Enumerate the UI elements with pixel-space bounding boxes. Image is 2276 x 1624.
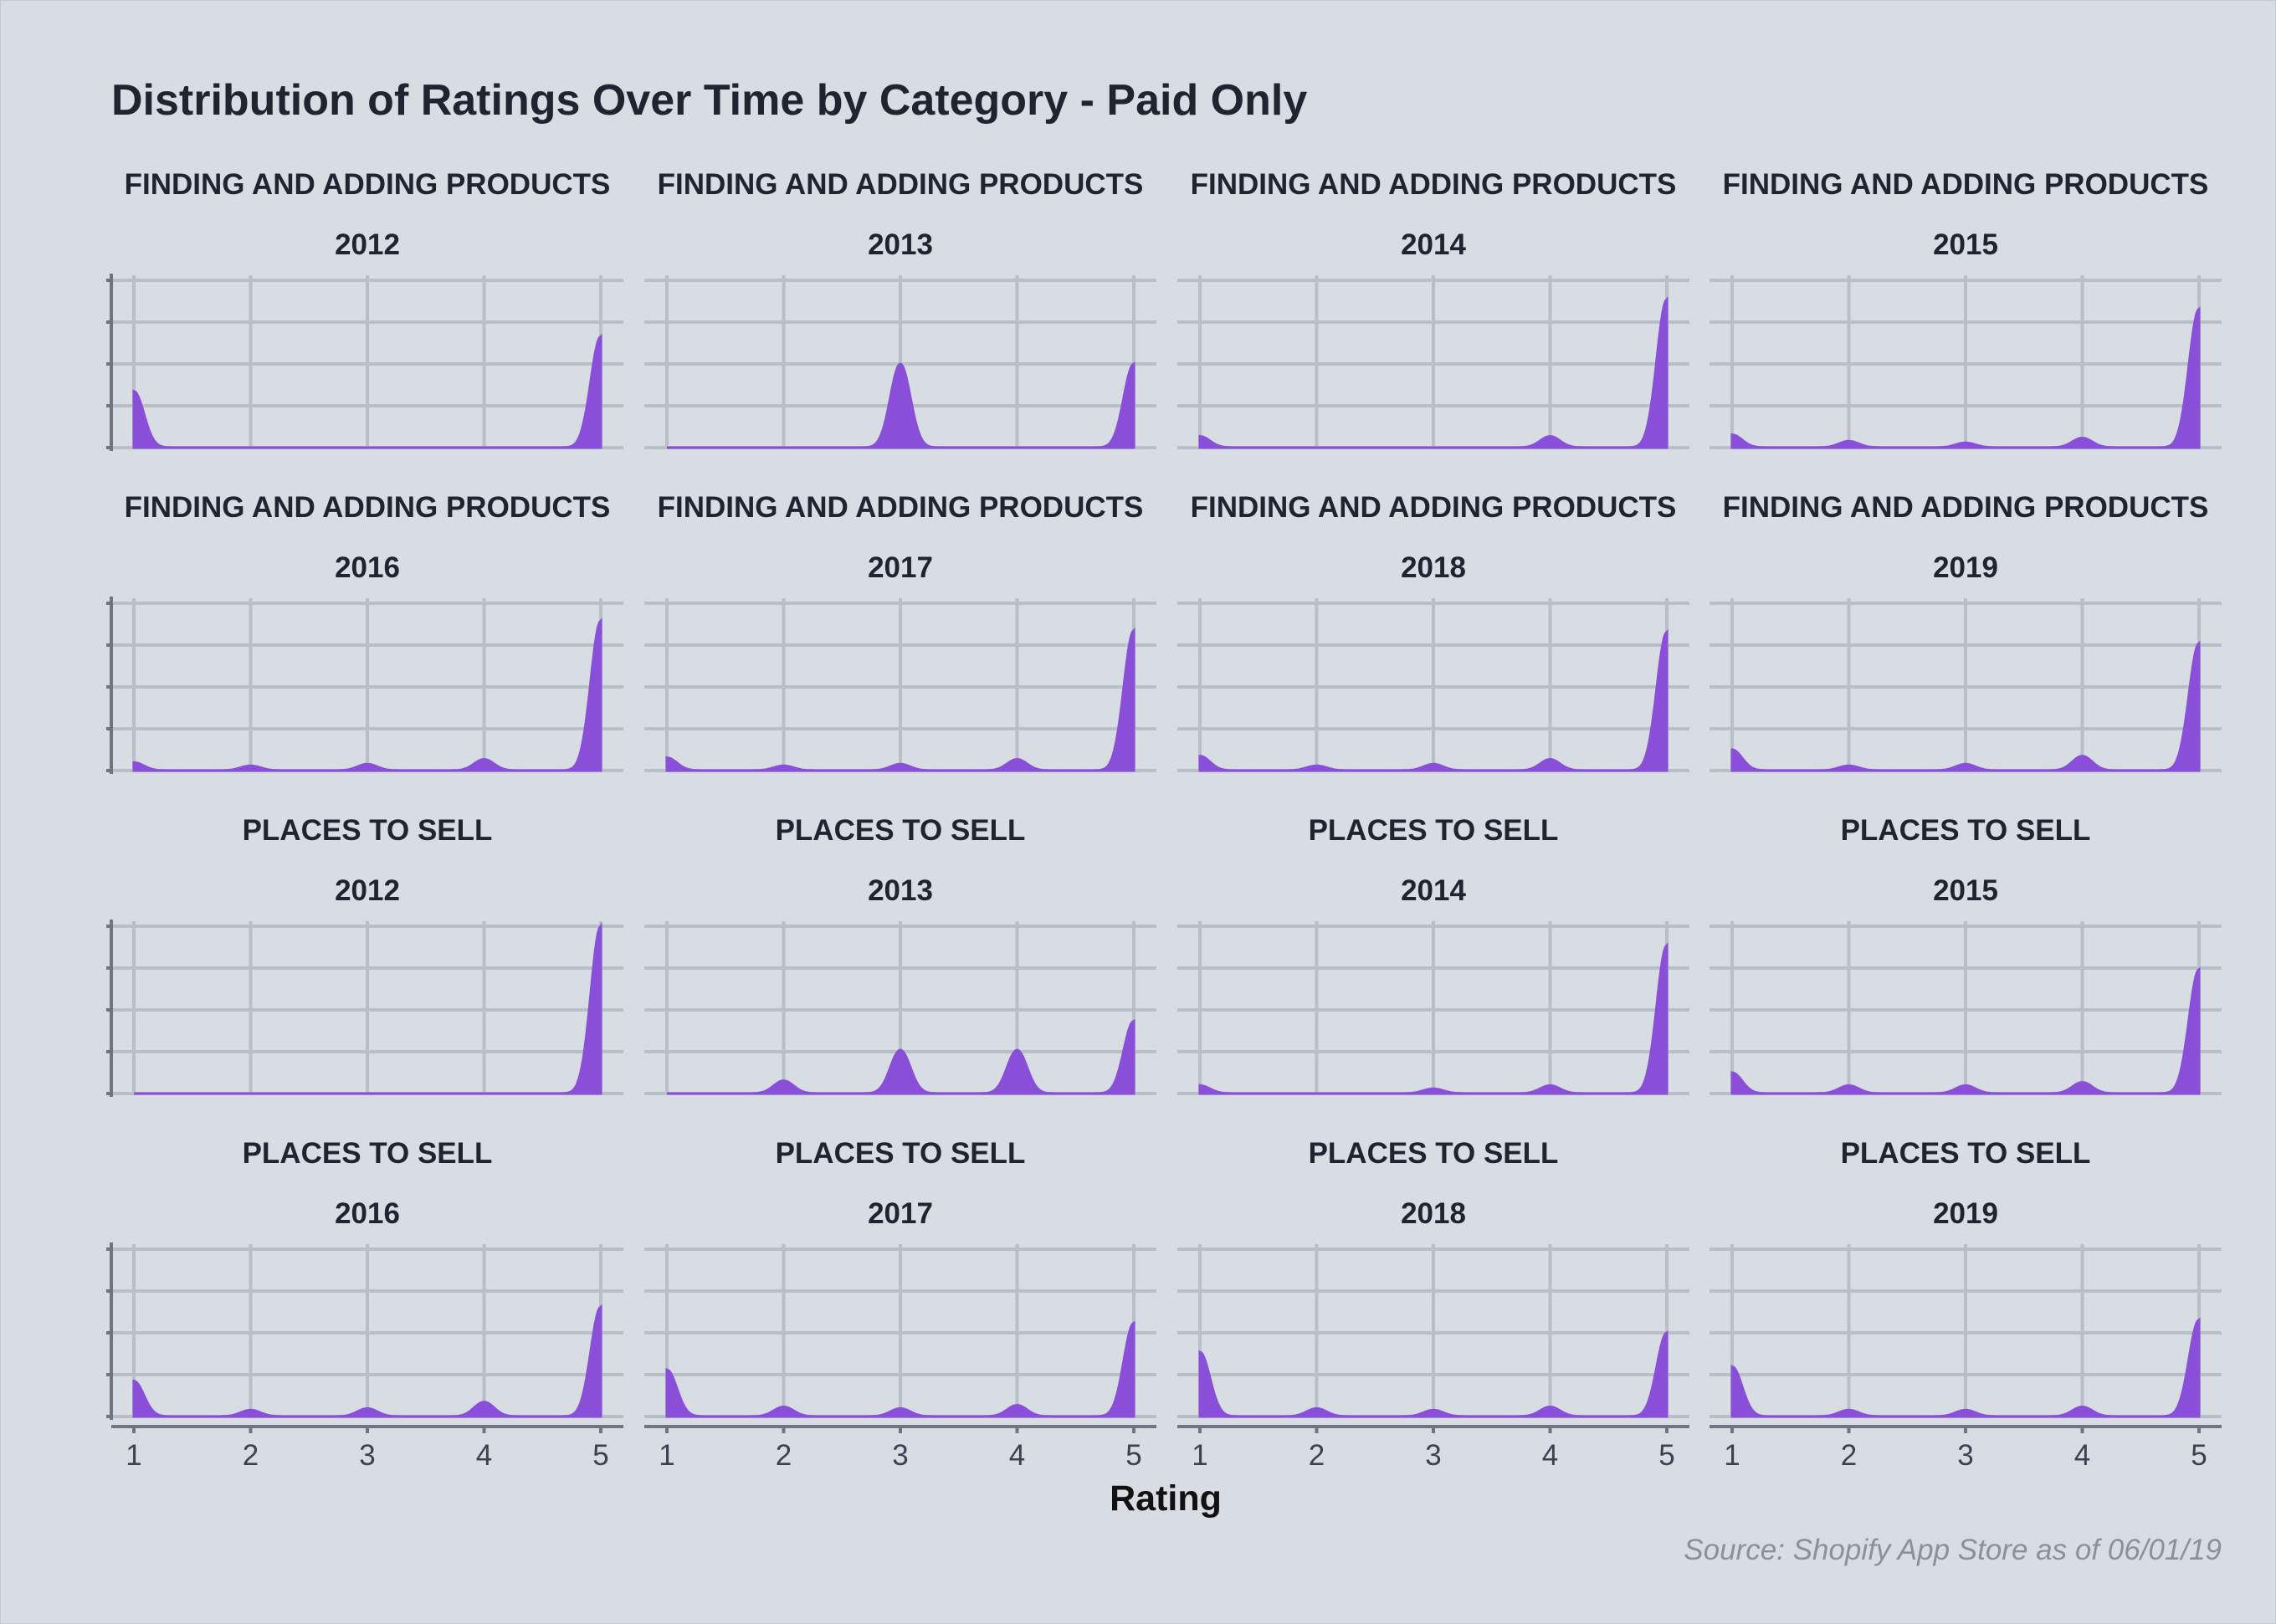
x-axis-label: Rating <box>1110 1478 1222 1519</box>
facet-category-label: PLACES TO SELL <box>776 1137 1026 1170</box>
facet-category-label: FINDING AND ADDING PRODUCTS <box>658 168 1144 201</box>
facet-category-label: PLACES TO SELL <box>1309 814 1559 847</box>
x-tick-label: 1 <box>1724 1439 1740 1472</box>
facet-panel: PLACES TO SELL 2018 1 2 3 4 5 <box>1177 1137 1689 1472</box>
facet-panel: FINDING AND ADDING PRODUCTS 2019 <box>1710 491 2222 772</box>
facet-category-label: PLACES TO SELL <box>1841 1137 2091 1170</box>
x-tick-label: 2 <box>243 1439 259 1472</box>
x-tick-label: 2 <box>1841 1439 1857 1472</box>
facet-panel: FINDING AND ADDING PRODUCTS 2015 <box>1710 168 2222 449</box>
facet-category-label: FINDING AND ADDING PRODUCTS <box>1191 168 1677 201</box>
facet-category-label: PLACES TO SELL <box>776 814 1026 847</box>
facet-year-label: 2013 <box>868 228 933 261</box>
density-area <box>1198 296 1669 449</box>
density-area <box>1198 628 1669 772</box>
facet-category-label: PLACES TO SELL <box>1841 814 2091 847</box>
density-area <box>1730 305 2201 449</box>
x-tick-label: 3 <box>1425 1439 1441 1472</box>
facet-year-label: 2015 <box>1933 228 1998 261</box>
facet-panel: PLACES TO SELL 2017 1 2 3 4 5 <box>644 1137 1156 1472</box>
density-area <box>667 1019 1135 1095</box>
x-tick-label: 4 <box>1542 1439 1558 1472</box>
density-area <box>1730 966 2201 1095</box>
x-tick-label: 2 <box>1309 1439 1325 1472</box>
facet-panel: PLACES TO SELL 2012 <box>106 814 623 1097</box>
density-area <box>665 1320 1135 1418</box>
facet-category-label: FINDING AND ADDING PRODUCTS <box>125 168 611 201</box>
x-tick-label: 5 <box>2191 1439 2207 1472</box>
facet-year-label: 2016 <box>335 1197 400 1230</box>
x-tick-label: 4 <box>2074 1439 2090 1472</box>
facet-category-label: PLACES TO SELL <box>243 814 493 847</box>
facet-year-label: 2017 <box>868 551 933 584</box>
facet-year-label: 2012 <box>335 228 400 261</box>
facet-year-label: 2015 <box>1933 874 1998 907</box>
facet-panel: PLACES TO SELL 2019 1 2 3 4 5 <box>1710 1137 2222 1472</box>
facet-category-label: PLACES TO SELL <box>1309 1137 1559 1170</box>
facet-category-label: FINDING AND ADDING PRODUCTS <box>125 491 611 524</box>
facet-year-label: 2014 <box>1401 874 1466 907</box>
facet-panel: FINDING AND ADDING PRODUCTS 2016 <box>106 491 623 774</box>
facet-panel: FINDING AND ADDING PRODUCTS 2013 <box>644 168 1156 449</box>
facet-panel: PLACES TO SELL 2014 <box>1177 814 1689 1095</box>
facet-panel: FINDING AND ADDING PRODUCTS 2017 <box>644 491 1156 772</box>
x-tick-label: 5 <box>1658 1439 1674 1472</box>
facet-category-label: FINDING AND ADDING PRODUCTS <box>1191 491 1677 524</box>
density-area <box>665 627 1135 772</box>
x-tick-label: 1 <box>659 1439 674 1472</box>
density-area <box>1198 1330 1669 1418</box>
density-area <box>132 334 602 449</box>
density-area <box>1730 1317 2201 1418</box>
x-tick-label: 1 <box>126 1439 141 1472</box>
facet-year-label: 2014 <box>1401 228 1466 261</box>
facet-year-label: 2016 <box>335 551 400 584</box>
facet-year-label: 2018 <box>1401 1197 1466 1230</box>
facet-panel: FINDING AND ADDING PRODUCTS 2014 <box>1177 168 1689 449</box>
x-tick-label: 3 <box>359 1439 375 1472</box>
density-area <box>667 361 1135 449</box>
x-tick-label: 1 <box>1192 1439 1207 1472</box>
facet-year-label: 2019 <box>1933 551 1998 584</box>
source-caption: Source: Shopify App Store as of 06/01/19 <box>1684 1534 2222 1566</box>
x-tick-label: 3 <box>1957 1439 1973 1472</box>
facet-year-label: 2018 <box>1401 551 1466 584</box>
facet-panel: FINDING AND ADDING PRODUCTS 2012 <box>106 168 623 451</box>
facet-year-label: 2012 <box>335 874 400 907</box>
x-tick-label: 3 <box>892 1439 908 1472</box>
density-area <box>132 1304 602 1418</box>
x-tick-label: 4 <box>1009 1439 1025 1472</box>
facet-category-label: FINDING AND ADDING PRODUCTS <box>1723 491 2209 524</box>
facet-year-label: 2017 <box>868 1197 933 1230</box>
density-area <box>134 922 602 1095</box>
facet-category-label: FINDING AND ADDING PRODUCTS <box>658 491 1144 524</box>
density-area <box>1198 942 1669 1095</box>
facet-category-label: PLACES TO SELL <box>243 1137 493 1170</box>
x-tick-label: 4 <box>476 1439 492 1472</box>
facet-category-label: FINDING AND ADDING PRODUCTS <box>1723 168 2209 201</box>
x-tick-label: 2 <box>776 1439 792 1472</box>
density-area <box>132 617 602 772</box>
x-tick-label: 5 <box>592 1439 608 1472</box>
facet-panel: PLACES TO SELL 2016 1 2 3 4 5 <box>106 1137 623 1472</box>
facet-panel: PLACES TO SELL 2015 <box>1710 814 2222 1095</box>
facet-year-label: 2013 <box>868 874 933 907</box>
chart-title: Distribution of Ratings Over Time by Cat… <box>111 76 1307 125</box>
facet-year-label: 2019 <box>1933 1197 1998 1230</box>
x-tick-label: 5 <box>1125 1439 1141 1472</box>
facet-panel: PLACES TO SELL 2013 <box>644 814 1156 1095</box>
density-area <box>1730 640 2201 772</box>
facet-panel: FINDING AND ADDING PRODUCTS 2018 <box>1177 491 1689 772</box>
